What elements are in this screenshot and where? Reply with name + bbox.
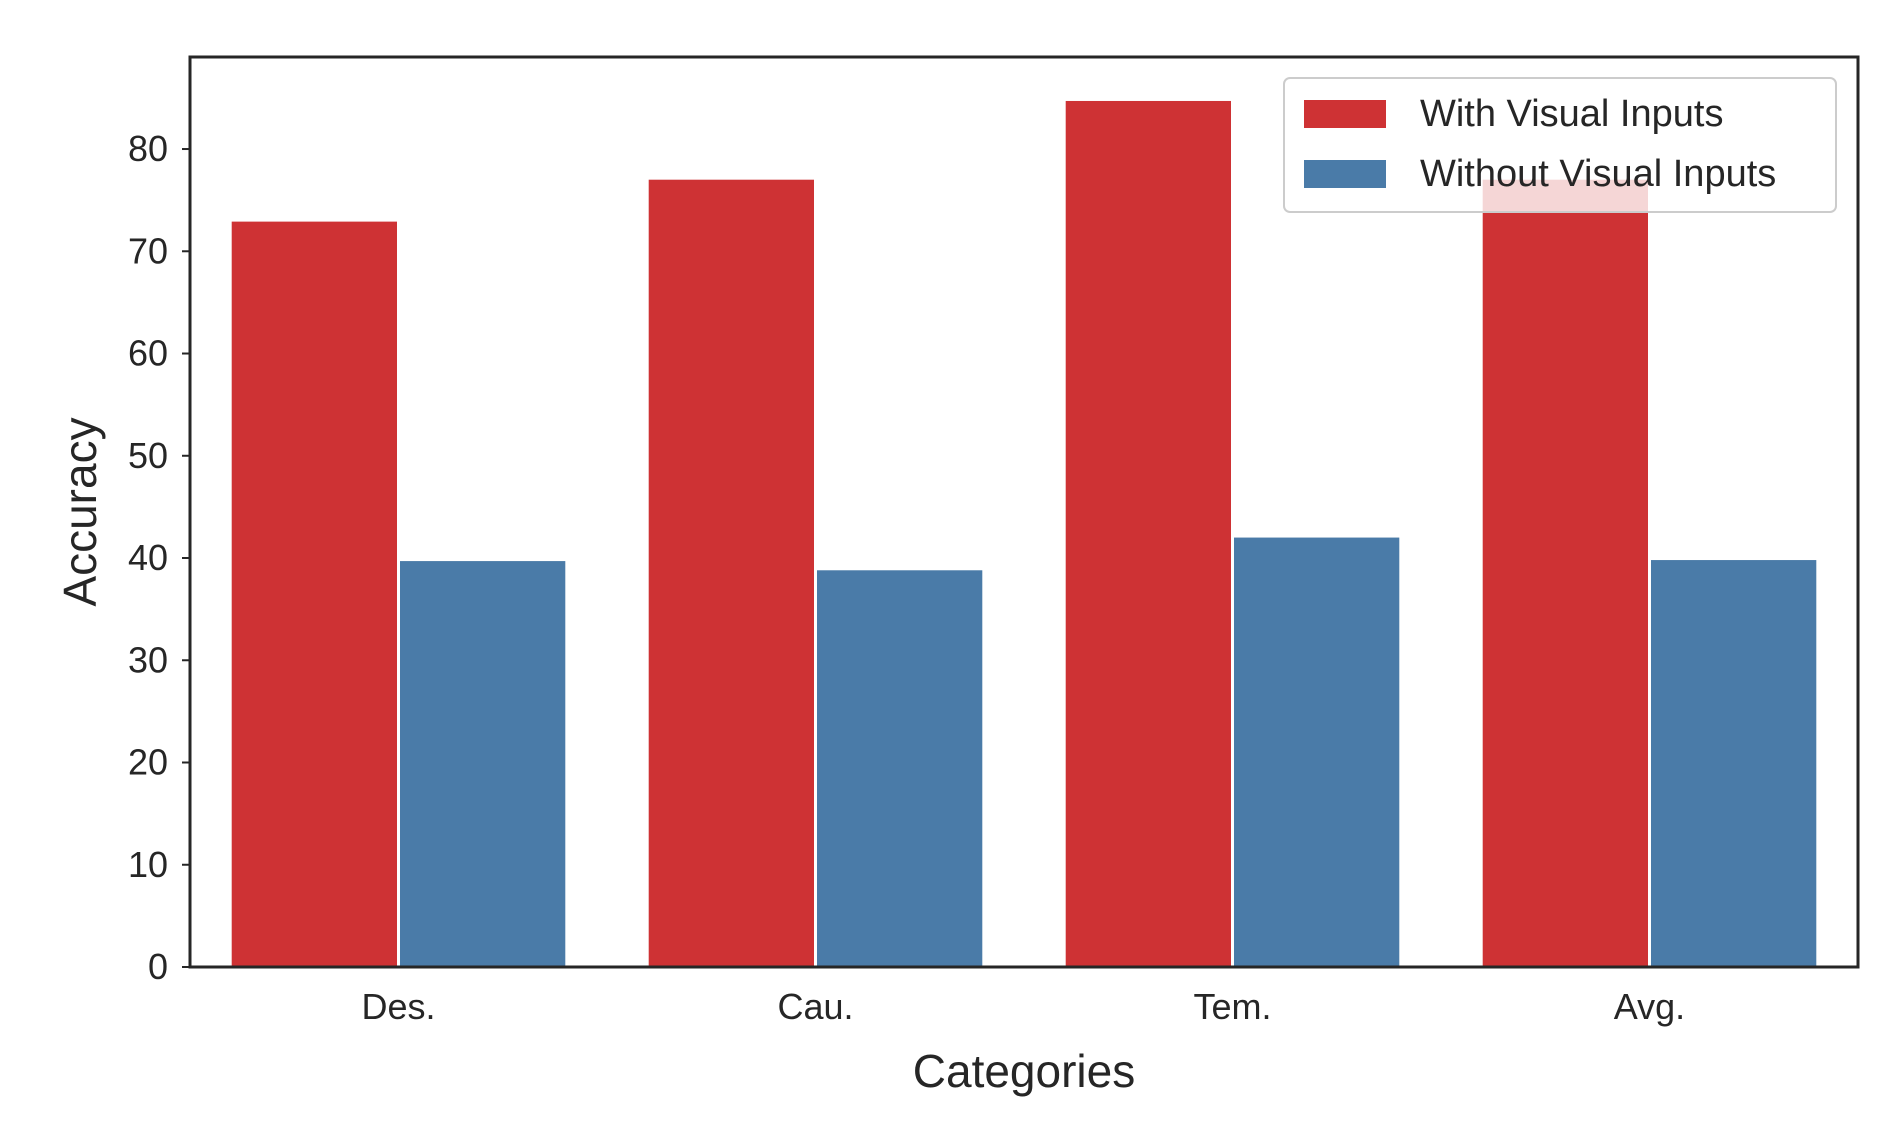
- y-tick-label: 50: [128, 435, 168, 476]
- y-axis-ticks: 0 10 20 30 40 50 60 70 80: [128, 128, 190, 987]
- y-tick-label: 40: [128, 537, 168, 578]
- bar-cau-with-visual-inputs: [648, 179, 814, 967]
- bar-des-without-visual-inputs: [400, 561, 566, 967]
- y-tick-label: 80: [128, 128, 168, 169]
- bar-tem-without-visual-inputs: [1234, 537, 1400, 967]
- x-tick-label: Cau.: [777, 986, 853, 1027]
- legend-swatch-without-visual-inputs: [1304, 160, 1386, 188]
- bar-des-with-visual-inputs: [231, 221, 397, 967]
- x-tick-label: Des.: [361, 986, 435, 1027]
- legend-swatch-with-visual-inputs: [1304, 100, 1386, 128]
- legend-label-with-visual-inputs: With Visual Inputs: [1420, 93, 1723, 135]
- x-axis-label: Categories: [913, 1045, 1135, 1097]
- y-tick-label: 0: [148, 946, 168, 987]
- x-tick-label: Avg.: [1614, 986, 1685, 1027]
- legend: With Visual Inputs Without Visual Inputs: [1283, 77, 1837, 213]
- legend-label-without-visual-inputs: Without Visual Inputs: [1420, 153, 1776, 195]
- x-axis-ticks: Des. Cau. Tem. Avg.: [361, 986, 1685, 1027]
- bar-avg-without-visual-inputs: [1651, 560, 1817, 967]
- y-tick-label: 70: [128, 230, 168, 271]
- bar-tem-with-visual-inputs: [1065, 100, 1231, 967]
- bars-layer: [231, 100, 1817, 967]
- y-tick-label: 10: [128, 844, 168, 885]
- bar-cau-without-visual-inputs: [817, 570, 983, 967]
- y-tick-label: 20: [128, 742, 168, 783]
- y-axis-label: Accuracy: [54, 417, 106, 606]
- bar-avg-with-visual-inputs: [1482, 179, 1648, 967]
- legend-box: [1283, 77, 1837, 213]
- x-tick-label: Tem.: [1193, 986, 1271, 1027]
- y-tick-label: 30: [128, 639, 168, 680]
- y-tick-label: 60: [128, 333, 168, 374]
- plot-frame: [188, 55, 1860, 969]
